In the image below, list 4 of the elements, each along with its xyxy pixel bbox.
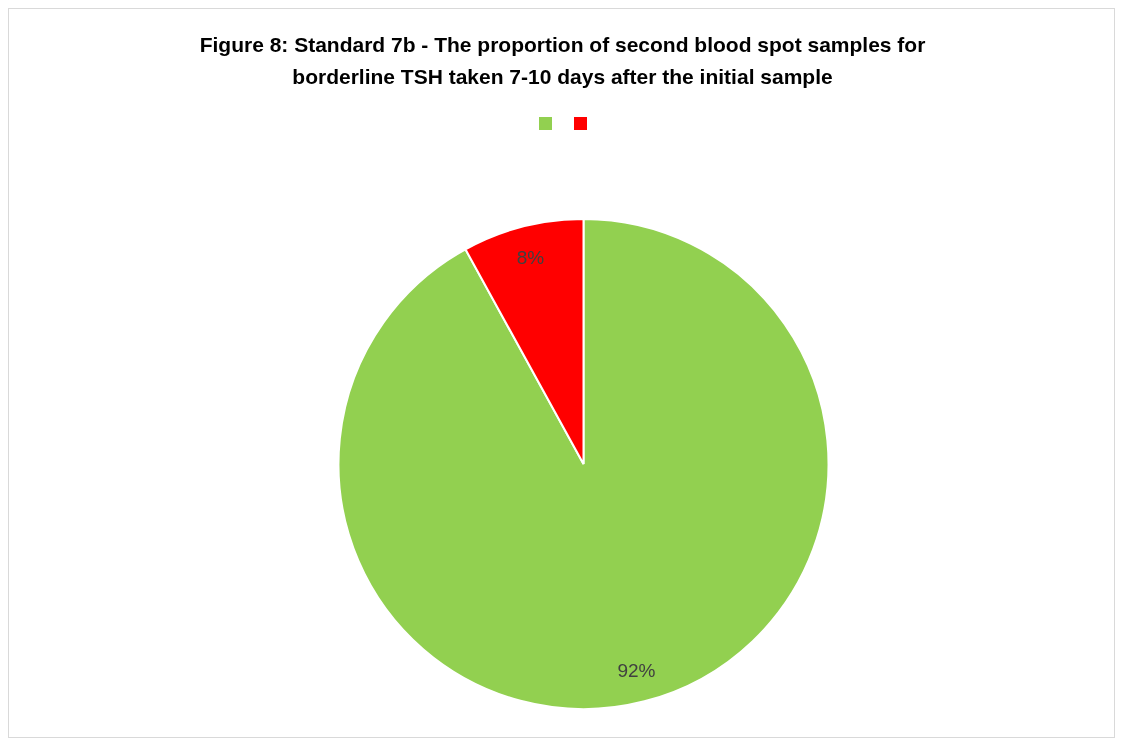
pie-slice — [337, 218, 830, 710]
chart-title: Figure 8: Standard 7b - The proportion of second blood spot samples for borderline TSH taken 7-10 days after the initial sample — [198, 32, 927, 90]
data-label: 92% — [617, 659, 656, 681]
data-label: 8% — [516, 247, 545, 269]
